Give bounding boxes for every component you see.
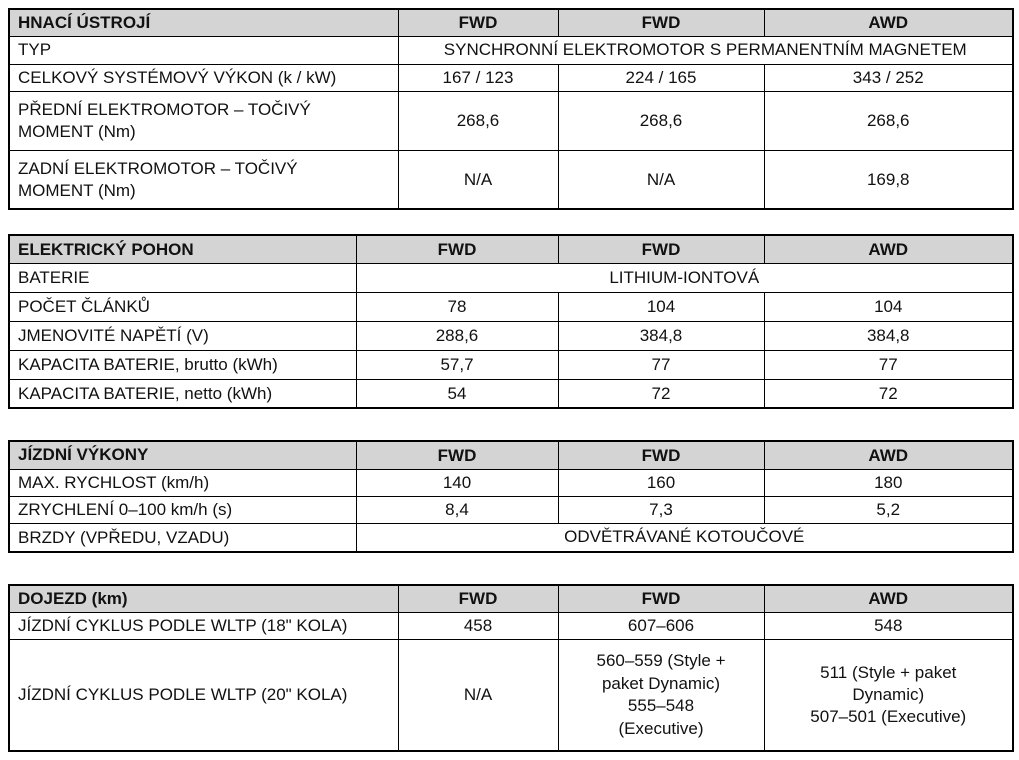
column-header-awd: AWD: [763, 584, 1014, 613]
table-row: KAPACITA BATERIE, netto (kWh) 54 72 72: [8, 378, 1014, 409]
table-row: JMENOVITÉ NAPĚTÍ (V) 288,6 384,8 384,8: [8, 320, 1014, 351]
column-header-fwd-2: FWD: [557, 440, 765, 470]
cell-value: 511 (Style + paket Dynamic) 507–501 (Exe…: [763, 639, 1014, 752]
cell-value: 160: [557, 468, 765, 498]
column-header-awd: AWD: [763, 440, 1014, 470]
table-header-row: ELEKTRICKÝ POHON FWD FWD AWD: [8, 234, 1014, 264]
cell-value: 77: [557, 349, 765, 380]
cell-value: 384,8: [763, 320, 1014, 351]
table-row: TYP SYNCHRONNÍ ELEKTROMOTOR S PERMANENTN…: [8, 36, 1014, 65]
table-row: BRZDY (VPŘEDU, VZADU) ODVĚTRÁVANÉ KOTOUČ…: [8, 523, 1014, 553]
column-header-fwd-1: FWD: [397, 8, 559, 38]
column-header-fwd-2: FWD: [557, 584, 765, 613]
column-header-awd: AWD: [763, 8, 1014, 38]
cell-value: 7,3: [557, 495, 765, 525]
cell-value: N/A: [397, 639, 559, 752]
cell-value: 54: [355, 378, 559, 409]
cell-value: 343 / 252: [763, 63, 1014, 92]
cell-value: 560–559 (Style + paket Dynamic) 555–548 …: [557, 639, 765, 752]
column-header-fwd-1: FWD: [355, 234, 559, 264]
table-header-row: DOJEZD (km) FWD FWD AWD: [8, 584, 1014, 613]
column-header-fwd-2: FWD: [557, 8, 765, 38]
row-label: JÍZDNÍ CYKLUS PODLE WLTP (18" KOLA): [8, 611, 399, 641]
cell-value: 140: [355, 468, 559, 498]
table-row: KAPACITA BATERIE, brutto (kWh) 57,7 77 7…: [8, 349, 1014, 380]
cell-value: 72: [763, 378, 1014, 409]
table-row: JÍZDNÍ CYKLUS PODLE WLTP (20" KOLA) N/A …: [8, 639, 1014, 752]
column-header-fwd-2: FWD: [557, 234, 765, 264]
cell-value: 224 / 165: [557, 63, 765, 92]
table-row: ZADNÍ ELEKTROMOTOR – TOČIVÝ MOMENT (Nm) …: [8, 149, 1014, 210]
row-label: PŘEDNÍ ELEKTROMOTOR – TOČIVÝ MOMENT (Nm): [8, 90, 399, 151]
table-row: BATERIE LITHIUM-IONTOVÁ: [8, 262, 1014, 293]
cell-value: 104: [557, 291, 765, 322]
row-label: ZADNÍ ELEKTROMOTOR – TOČIVÝ MOMENT (Nm): [8, 149, 399, 210]
cell-value-span: SYNCHRONNÍ ELEKTROMOTOR S PERMANENTNÍM M…: [397, 36, 1014, 65]
row-label: TYP: [8, 36, 399, 65]
cell-value-span: ODVĚTRÁVANÉ KOTOUČOVÉ: [355, 523, 1014, 553]
cell-value: N/A: [557, 149, 765, 210]
cell-value: 548: [763, 611, 1014, 641]
table-row: JÍZDNÍ CYKLUS PODLE WLTP (18" KOLA) 458 …: [8, 611, 1014, 641]
cell-value: 384,8: [557, 320, 765, 351]
table-row: ZRYCHLENÍ 0–100 km/h (s) 8,4 7,3 5,2: [8, 495, 1014, 525]
cell-value: 104: [763, 291, 1014, 322]
cell-value: N/A: [397, 149, 559, 210]
table-hnaci-ustroji: HNACÍ ÚSTROJÍ FWD FWD AWD TYP SYNCHRONNÍ…: [8, 8, 1014, 211]
table-header-row: JÍZDNÍ VÝKONY FWD FWD AWD: [8, 440, 1014, 470]
section-title: DOJEZD (km): [8, 584, 399, 613]
cell-value: 169,8: [763, 149, 1014, 210]
cell-value: 78: [355, 291, 559, 322]
row-label: POČET ČLÁNKŮ: [8, 291, 357, 322]
column-header-fwd-1: FWD: [397, 584, 559, 613]
column-header-fwd-1: FWD: [355, 440, 559, 470]
cell-value: 77: [763, 349, 1014, 380]
cell-value: 5,2: [763, 495, 1014, 525]
table-row: POČET ČLÁNKŮ 78 104 104: [8, 291, 1014, 322]
cell-value: 458: [397, 611, 559, 641]
cell-value: 268,6: [397, 90, 559, 151]
cell-value: 180: [763, 468, 1014, 498]
table-jizdni-vykony: JÍZDNÍ VÝKONY FWD FWD AWD MAX. RYCHLOST …: [8, 440, 1014, 553]
table-header-row: HNACÍ ÚSTROJÍ FWD FWD AWD: [8, 8, 1014, 38]
table-elektricky-pohon: ELEKTRICKÝ POHON FWD FWD AWD BATERIE LIT…: [8, 234, 1014, 410]
section-title: HNACÍ ÚSTROJÍ: [8, 8, 399, 38]
table-row: CELKOVÝ SYSTÉMOVÝ VÝKON (k / kW) 167 / 1…: [8, 63, 1014, 92]
cell-value: 288,6: [355, 320, 559, 351]
row-label: JÍZDNÍ CYKLUS PODLE WLTP (20" KOLA): [8, 639, 399, 752]
section-title: ELEKTRICKÝ POHON: [8, 234, 357, 264]
cell-value: 607–606: [557, 611, 765, 641]
cell-value: 167 / 123: [397, 63, 559, 92]
table-dojezd: DOJEZD (km) FWD FWD AWD JÍZDNÍ CYKLUS PO…: [8, 583, 1014, 752]
cell-value: 268,6: [763, 90, 1014, 151]
section-title: JÍZDNÍ VÝKONY: [8, 440, 357, 470]
table-row: PŘEDNÍ ELEKTROMOTOR – TOČIVÝ MOMENT (Nm)…: [8, 90, 1014, 151]
row-label: CELKOVÝ SYSTÉMOVÝ VÝKON (k / kW): [8, 63, 399, 92]
row-label: BATERIE: [8, 262, 357, 293]
table-row: MAX. RYCHLOST (km/h) 140 160 180: [8, 468, 1014, 498]
column-header-awd: AWD: [763, 234, 1014, 264]
row-label: BRZDY (VPŘEDU, VZADU): [8, 523, 357, 553]
cell-value: 268,6: [557, 90, 765, 151]
cell-value: 8,4: [355, 495, 559, 525]
cell-value: 57,7: [355, 349, 559, 380]
row-label: MAX. RYCHLOST (km/h): [8, 468, 357, 498]
cell-value: 72: [557, 378, 765, 409]
row-label: JMENOVITÉ NAPĚTÍ (V): [8, 320, 357, 351]
cell-value-span: LITHIUM-IONTOVÁ: [355, 262, 1014, 293]
row-label: ZRYCHLENÍ 0–100 km/h (s): [8, 495, 357, 525]
row-label: KAPACITA BATERIE, brutto (kWh): [8, 349, 357, 380]
row-label: KAPACITA BATERIE, netto (kWh): [8, 378, 357, 409]
